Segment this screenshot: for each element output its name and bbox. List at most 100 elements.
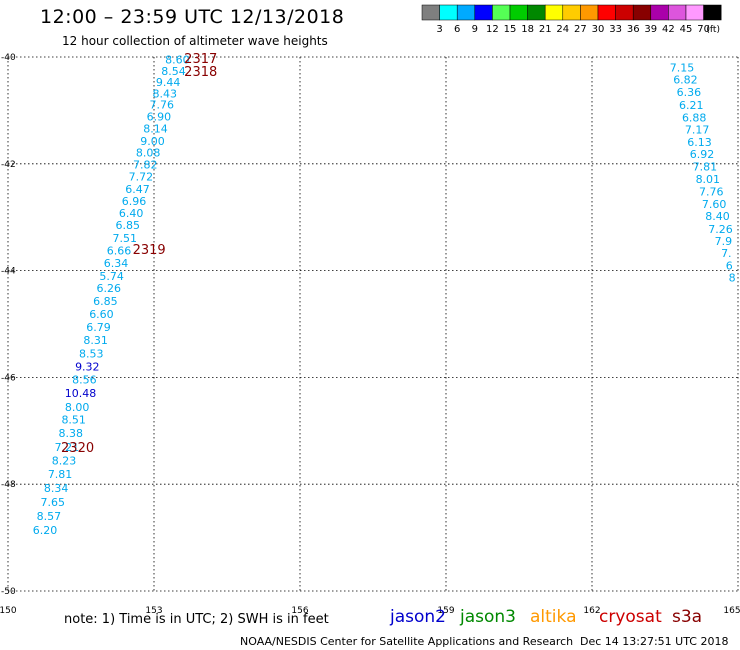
colorbar-swatch bbox=[703, 4, 722, 21]
wave-height-value: 6.40 bbox=[119, 207, 144, 220]
x-tick-label: 162 bbox=[583, 606, 600, 616]
wave-height-value: 6.92 bbox=[690, 148, 715, 161]
colorbar-label: 70 bbox=[697, 24, 710, 35]
wave-height-value: 7.81 bbox=[48, 468, 73, 481]
y-tick-label: -46 bbox=[1, 373, 16, 383]
wave-height-value: 6.34 bbox=[104, 257, 129, 270]
colorbar-unit: (ft) bbox=[706, 25, 720, 35]
x-tick-label: 156 bbox=[291, 606, 308, 616]
wave-height-value: 8.14 bbox=[143, 123, 168, 136]
wave-height-value: 6.21 bbox=[679, 99, 704, 112]
legend-jason2: jason2 bbox=[390, 607, 446, 627]
wave-height-value: 9.00 bbox=[140, 135, 165, 148]
colorbar-label: 30 bbox=[592, 24, 605, 35]
y-tick-label: -48 bbox=[1, 480, 16, 490]
colorbar-label: 18 bbox=[521, 24, 534, 35]
colorbar-label: 36 bbox=[627, 24, 640, 35]
wave-height-value: 7.51 bbox=[113, 232, 138, 245]
wave-height-value: 7.76 bbox=[150, 99, 175, 112]
wave-height-value: 6 bbox=[726, 259, 733, 272]
generated-timestamp: Dec 14 13:27:51 UTC 2018 bbox=[580, 635, 729, 648]
wave-height-value: 7.17 bbox=[685, 124, 710, 137]
wave-height-value: 6.20 bbox=[33, 524, 58, 537]
wave-height-value: 8.56 bbox=[72, 374, 97, 387]
colorbar-label: 39 bbox=[644, 24, 657, 35]
wave-height-value: 8.00 bbox=[65, 401, 90, 414]
colorbar-label: 33 bbox=[609, 24, 622, 35]
wave-height-value: 7.60 bbox=[702, 198, 727, 211]
colorbar-label: 3 bbox=[436, 24, 442, 35]
chart-title: 12:00 – 23:59 UTC 12/13/2018 bbox=[40, 6, 345, 28]
wave-height-value: 9.44 bbox=[156, 76, 181, 89]
legend-jason3: jason3 bbox=[460, 607, 516, 627]
wave-height-value: 8.60 bbox=[165, 54, 190, 67]
wave-height-value: 8.31 bbox=[83, 334, 108, 347]
chart-subtitle: 12 hour collection of altimeter wave hei… bbox=[62, 34, 328, 48]
x-tick-label: 159 bbox=[437, 606, 454, 616]
wave-height-value: 6.85 bbox=[93, 295, 118, 308]
colorbar-label: 15 bbox=[504, 24, 517, 35]
wave-height-value: 6.47 bbox=[125, 183, 150, 196]
wave-height-value: 6.26 bbox=[96, 282, 121, 295]
wave-height-value: 8.43 bbox=[152, 87, 177, 100]
wave-height-value: 7.26 bbox=[708, 223, 733, 236]
x-tick-label: 150 bbox=[0, 606, 17, 616]
y-tick-label: -42 bbox=[1, 160, 16, 170]
wave-height-value: 7.21 bbox=[55, 441, 80, 454]
wave-height-value: 8.01 bbox=[696, 173, 721, 186]
colorbar-label: 21 bbox=[539, 24, 552, 35]
wave-height-value: 5.74 bbox=[99, 270, 124, 283]
legend-s3a: s3a bbox=[672, 607, 703, 627]
x-tick-label: 165 bbox=[723, 606, 740, 616]
wave-height-value: 8.57 bbox=[37, 510, 62, 523]
colorbar-label: 27 bbox=[574, 24, 587, 35]
wave-height-value: 6.60 bbox=[89, 308, 114, 321]
wave-height-value: 6.96 bbox=[122, 195, 147, 208]
wave-height-value: 6.36 bbox=[677, 86, 702, 99]
colorbar-label: 12 bbox=[486, 24, 499, 35]
wave-height-value: 6.88 bbox=[682, 111, 707, 124]
wave-height-value: 8.08 bbox=[136, 147, 161, 160]
time-label: 2318 bbox=[184, 65, 217, 80]
x-tick-label: 153 bbox=[145, 606, 162, 616]
wave-height-value: 7.81 bbox=[693, 160, 718, 173]
wave-height-value: 8.40 bbox=[705, 210, 730, 223]
wave-height-value: 10.48 bbox=[65, 387, 97, 400]
y-tick-label: -40 bbox=[1, 53, 16, 63]
colorbar-label: 9 bbox=[472, 24, 478, 35]
note-text: note: 1) Time is in UTC; 2) SWH is in fe… bbox=[64, 612, 329, 627]
time-label: 2320 bbox=[61, 441, 94, 456]
wave-height-value: 7.9 bbox=[715, 235, 733, 248]
legend-altika: altika bbox=[530, 607, 577, 627]
y-tick-label: -44 bbox=[1, 267, 16, 277]
color-scale: 3 6 9 12 15 18 21 24 27 30 33 36 39 42 45 70(ft) bbox=[421, 4, 722, 35]
wave-height-value: 8 bbox=[729, 272, 736, 285]
wave-height-value: 8.53 bbox=[79, 347, 104, 360]
wave-height-value: 8.34 bbox=[44, 482, 69, 495]
wave-height-value: 7.82 bbox=[133, 158, 158, 171]
wave-height-value: 9.32 bbox=[75, 361, 100, 374]
legend-cryosat: cryosat bbox=[599, 607, 662, 627]
wave-height-value: 6.66 bbox=[107, 244, 132, 257]
wave-height-value: 6.13 bbox=[687, 136, 712, 149]
colorbar-label: 45 bbox=[680, 24, 693, 35]
wave-height-value: 7. bbox=[721, 247, 732, 260]
wave-height-value: 8.38 bbox=[59, 427, 84, 440]
wave-height-value: 6.82 bbox=[673, 73, 698, 86]
wave-height-value: 7.65 bbox=[41, 496, 66, 509]
wave-height-value: 6.79 bbox=[86, 321, 111, 334]
wave-height-value: 6.90 bbox=[147, 110, 172, 123]
wave-height-value: 8.51 bbox=[61, 414, 86, 427]
wave-height-value: 6.85 bbox=[115, 219, 140, 232]
time-label: 2319 bbox=[133, 243, 166, 258]
wave-height-value: 7.15 bbox=[670, 62, 695, 75]
y-tick-label: -50 bbox=[1, 587, 16, 597]
wave-height-value: 8.23 bbox=[52, 455, 77, 468]
wave-height-value: 8.54 bbox=[161, 65, 186, 78]
wave-height-value: 7.72 bbox=[129, 171, 154, 184]
colorbar-label: 42 bbox=[662, 24, 675, 35]
wave-height-value: 7.76 bbox=[699, 186, 724, 199]
credit-text: NOAA/NESDIS Center for Satellite Applica… bbox=[240, 635, 574, 648]
time-label: 2317 bbox=[184, 52, 217, 67]
